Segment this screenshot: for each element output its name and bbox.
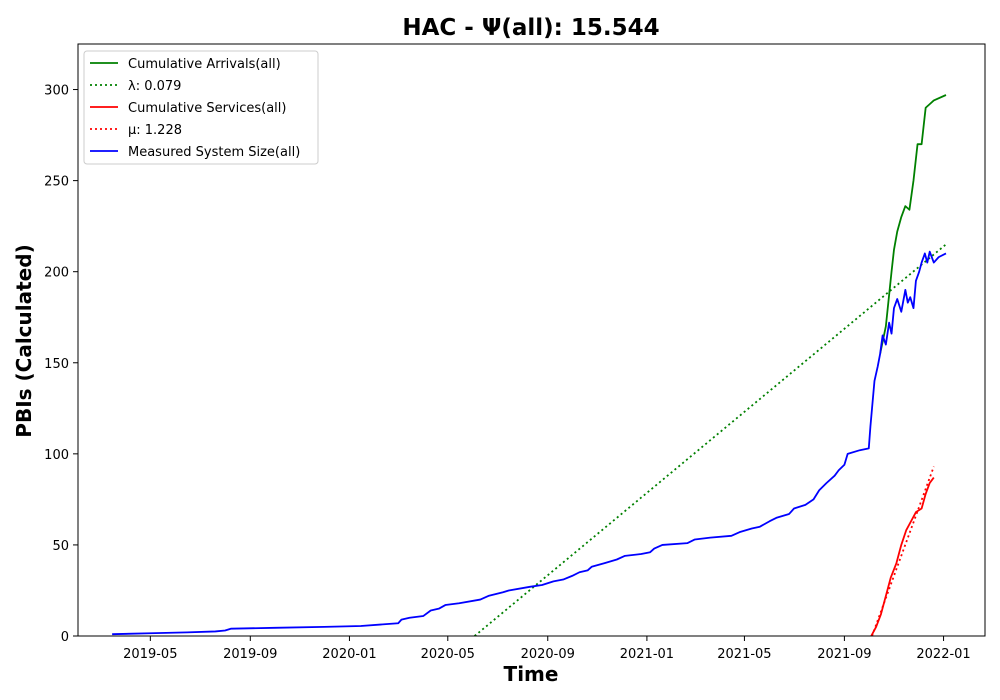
x-tick-label: 2020-09 xyxy=(521,647,575,662)
y-tick-label: 200 xyxy=(44,266,69,281)
y-tick-label: 150 xyxy=(44,357,69,372)
x-tick-label: 2021-09 xyxy=(817,647,871,662)
legend-entry: λ: 0.079 xyxy=(128,79,181,94)
series-line-4 xyxy=(112,250,947,636)
series-layer xyxy=(112,94,947,636)
legend-entry: Cumulative Services(all) xyxy=(128,101,286,116)
series-line-1 xyxy=(474,243,947,636)
legend-entry: μ: 1.228 xyxy=(128,123,182,138)
x-tick-label: 2019-05 xyxy=(123,647,177,662)
series-line-3 xyxy=(871,466,935,636)
plot-frame xyxy=(77,43,986,637)
y-tick-label: 0 xyxy=(61,630,69,645)
x-tick-label: 2019-09 xyxy=(223,647,277,662)
y-tick-label: 50 xyxy=(52,539,69,554)
y-tick-label: 250 xyxy=(44,175,69,190)
x-tick-label: 2020-01 xyxy=(322,647,376,662)
x-tick-label: 2021-05 xyxy=(717,647,771,662)
series-line-0 xyxy=(879,94,947,354)
x-axis: 2019-05 2019-09 2020-01 2020-05 2020-09 2021-… xyxy=(123,636,971,662)
legend-entry: Cumulative Arrivals(all) xyxy=(128,57,281,72)
x-tick-label: 2022-01 xyxy=(916,647,970,662)
y-tick-label: 300 xyxy=(44,84,69,99)
legend-entry: Measured System Size(all) xyxy=(128,145,300,160)
y-axis-label: PBIs (Calculated) xyxy=(12,244,36,437)
x-tick-label: 2020-05 xyxy=(421,647,475,662)
chart-title: HAC - Ψ(all): 15.544 xyxy=(402,15,659,41)
legend: Cumulative Arrivals(all) λ: 0.079 Cumulati… xyxy=(83,50,319,165)
y-axis: 0 50 100 150 200 250 300 xyxy=(44,84,78,645)
x-tick-label: 2021-01 xyxy=(620,647,674,662)
y-tick-label: 100 xyxy=(44,448,69,463)
legend-frame xyxy=(83,50,319,165)
x-axis-label: Time xyxy=(504,662,559,686)
